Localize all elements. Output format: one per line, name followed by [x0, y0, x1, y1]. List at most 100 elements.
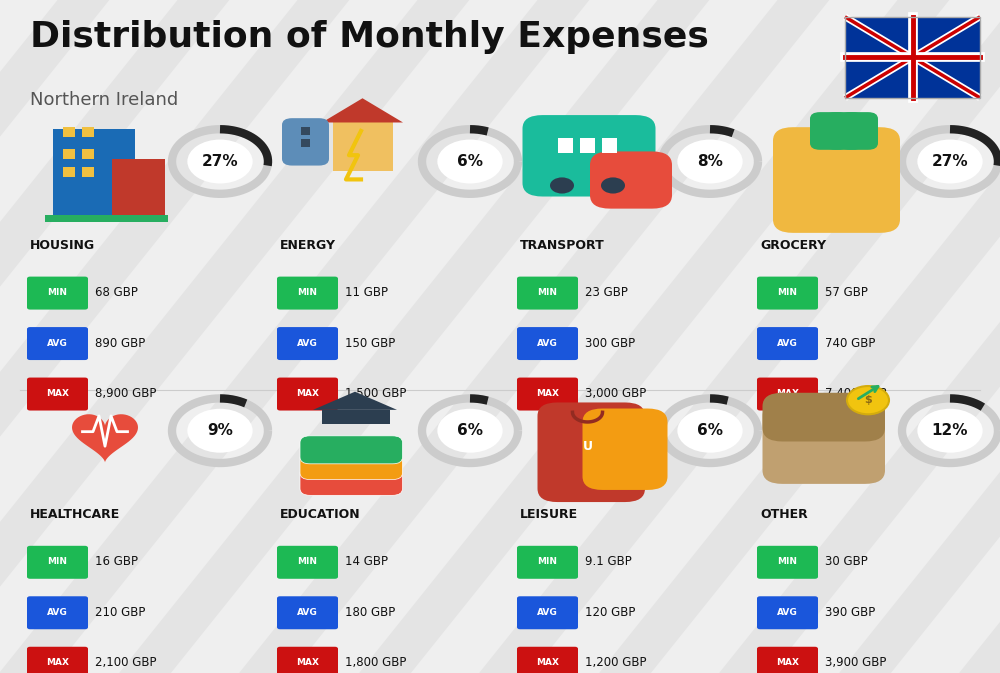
FancyBboxPatch shape: [27, 277, 88, 310]
FancyBboxPatch shape: [277, 327, 338, 360]
FancyBboxPatch shape: [27, 378, 88, 411]
Text: MAX: MAX: [296, 658, 319, 668]
Circle shape: [437, 139, 503, 184]
Text: 27%: 27%: [202, 154, 238, 169]
FancyBboxPatch shape: [300, 436, 403, 464]
FancyBboxPatch shape: [517, 596, 578, 629]
FancyBboxPatch shape: [63, 127, 75, 137]
FancyBboxPatch shape: [517, 647, 578, 673]
Text: 1,500 GBP: 1,500 GBP: [345, 387, 406, 400]
Text: 1,800 GBP: 1,800 GBP: [345, 656, 406, 670]
Text: MAX: MAX: [776, 658, 799, 668]
Text: AVG: AVG: [297, 339, 318, 348]
Text: AVG: AVG: [537, 339, 558, 348]
FancyBboxPatch shape: [277, 378, 338, 411]
FancyBboxPatch shape: [82, 168, 94, 177]
Text: 23 GBP: 23 GBP: [585, 286, 628, 299]
Text: 7,400 GBP: 7,400 GBP: [825, 387, 887, 400]
Polygon shape: [72, 415, 138, 462]
FancyBboxPatch shape: [45, 215, 168, 222]
Text: Distribution of Monthly Expenses: Distribution of Monthly Expenses: [30, 20, 709, 55]
Text: MAX: MAX: [536, 389, 559, 398]
Text: 12%: 12%: [932, 423, 968, 438]
Text: 68 GBP: 68 GBP: [95, 286, 138, 299]
Text: AVG: AVG: [47, 608, 68, 617]
FancyBboxPatch shape: [757, 647, 818, 673]
Text: 14 GBP: 14 GBP: [345, 555, 388, 569]
Text: MIN: MIN: [47, 557, 68, 567]
FancyBboxPatch shape: [810, 112, 848, 150]
Circle shape: [677, 139, 743, 184]
FancyBboxPatch shape: [277, 546, 338, 579]
Text: 300 GBP: 300 GBP: [585, 336, 635, 350]
Text: 16 GBP: 16 GBP: [95, 555, 138, 569]
FancyBboxPatch shape: [277, 596, 338, 629]
FancyBboxPatch shape: [300, 467, 403, 495]
FancyBboxPatch shape: [112, 159, 165, 219]
Text: MAX: MAX: [46, 389, 69, 398]
Text: Northern Ireland: Northern Ireland: [30, 91, 178, 109]
Text: 2,100 GBP: 2,100 GBP: [95, 656, 156, 670]
FancyBboxPatch shape: [517, 327, 578, 360]
Text: GROCERY: GROCERY: [760, 239, 826, 252]
Text: ENERGY: ENERGY: [280, 239, 336, 252]
Text: OTHER: OTHER: [760, 508, 808, 521]
Text: MIN: MIN: [298, 288, 318, 297]
Circle shape: [550, 178, 574, 194]
Text: MIN: MIN: [538, 288, 558, 297]
Text: 9.1 GBP: 9.1 GBP: [585, 555, 632, 569]
Circle shape: [917, 139, 983, 184]
FancyBboxPatch shape: [27, 647, 88, 673]
Circle shape: [847, 386, 889, 415]
Text: 120 GBP: 120 GBP: [585, 606, 635, 619]
FancyBboxPatch shape: [517, 277, 578, 310]
Text: AVG: AVG: [297, 608, 318, 617]
FancyBboxPatch shape: [277, 277, 338, 310]
FancyBboxPatch shape: [522, 115, 656, 197]
Polygon shape: [332, 122, 392, 171]
FancyBboxPatch shape: [757, 277, 818, 310]
Text: 150 GBP: 150 GBP: [345, 336, 395, 350]
Text: 6%: 6%: [457, 423, 483, 438]
FancyBboxPatch shape: [63, 149, 75, 159]
FancyBboxPatch shape: [52, 129, 135, 219]
Text: HOUSING: HOUSING: [30, 239, 95, 252]
FancyBboxPatch shape: [558, 138, 572, 153]
FancyBboxPatch shape: [63, 168, 75, 177]
FancyBboxPatch shape: [840, 112, 878, 150]
Text: MAX: MAX: [46, 658, 69, 668]
Text: 3,900 GBP: 3,900 GBP: [825, 656, 886, 670]
Text: AVG: AVG: [537, 608, 558, 617]
Text: MIN: MIN: [778, 288, 798, 297]
FancyBboxPatch shape: [27, 596, 88, 629]
Text: TRANSPORT: TRANSPORT: [520, 239, 605, 252]
FancyBboxPatch shape: [580, 138, 595, 153]
Text: 6%: 6%: [697, 423, 723, 438]
Text: 740 GBP: 740 GBP: [825, 336, 875, 350]
Circle shape: [601, 178, 625, 194]
Text: 180 GBP: 180 GBP: [345, 606, 395, 619]
FancyBboxPatch shape: [763, 393, 885, 441]
Text: 27%: 27%: [932, 154, 968, 169]
FancyBboxPatch shape: [301, 127, 310, 135]
Text: 3,000 GBP: 3,000 GBP: [585, 387, 646, 400]
FancyBboxPatch shape: [590, 151, 672, 209]
Text: MIN: MIN: [47, 288, 68, 297]
Circle shape: [437, 409, 503, 453]
Circle shape: [187, 409, 253, 453]
Text: AVG: AVG: [47, 339, 68, 348]
Text: 1,200 GBP: 1,200 GBP: [585, 656, 646, 670]
FancyBboxPatch shape: [538, 402, 645, 502]
Text: 8,900 GBP: 8,900 GBP: [95, 387, 156, 400]
FancyBboxPatch shape: [517, 546, 578, 579]
Circle shape: [187, 139, 253, 184]
Text: 57 GBP: 57 GBP: [825, 286, 868, 299]
FancyBboxPatch shape: [282, 118, 329, 166]
FancyBboxPatch shape: [757, 546, 818, 579]
FancyBboxPatch shape: [82, 149, 94, 159]
Text: MAX: MAX: [296, 389, 319, 398]
Polygon shape: [322, 98, 403, 122]
FancyBboxPatch shape: [277, 647, 338, 673]
Text: MIN: MIN: [298, 557, 318, 567]
FancyBboxPatch shape: [602, 138, 617, 153]
